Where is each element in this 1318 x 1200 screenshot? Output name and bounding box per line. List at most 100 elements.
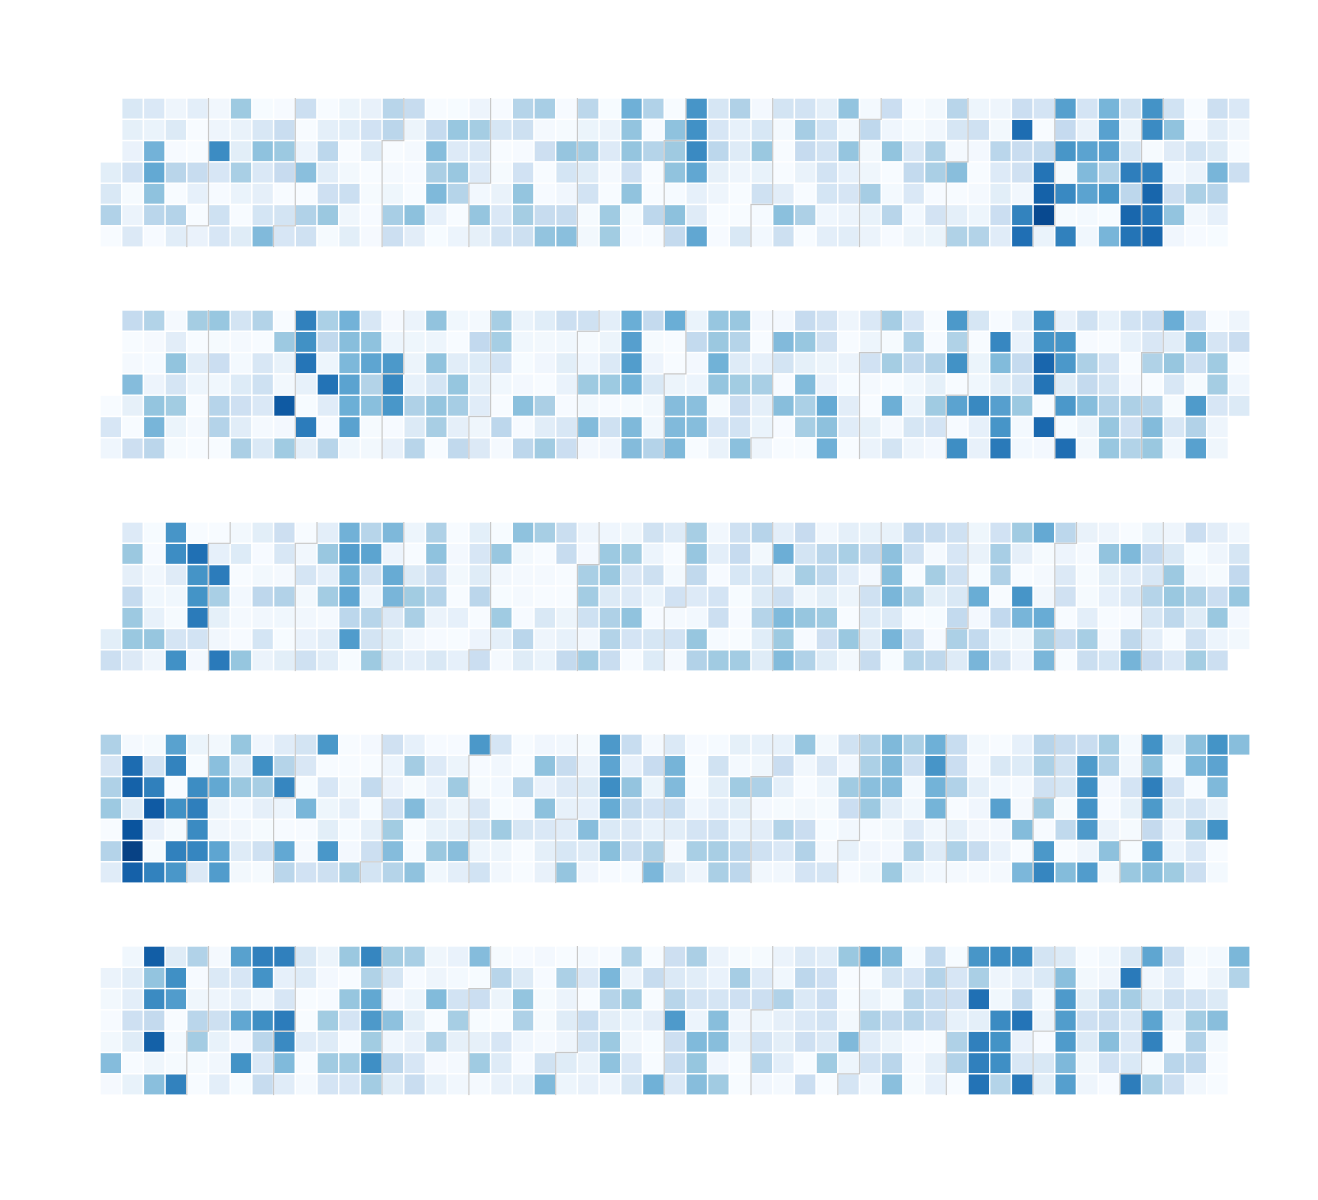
day-cell	[403, 775, 427, 799]
day-cell	[815, 945, 839, 968]
day-cell	[338, 585, 362, 608]
day-cell	[793, 139, 817, 163]
day-cell	[533, 373, 557, 396]
day-cell	[207, 225, 231, 248]
day-cell	[533, 542, 557, 566]
day-cell	[229, 97, 253, 120]
day-cell	[338, 966, 362, 990]
day-cell	[403, 139, 427, 163]
day-cell	[446, 182, 470, 206]
day-cell	[706, 775, 730, 799]
day-cell	[251, 437, 275, 460]
day-cell	[1140, 649, 1164, 672]
day-cell	[1205, 754, 1230, 778]
day-cell	[338, 415, 362, 439]
day-cell	[338, 394, 362, 418]
day-cell	[316, 415, 340, 439]
day-cell	[989, 542, 1013, 566]
day-cell	[424, 97, 448, 120]
day-cell	[1075, 330, 1099, 354]
day-cell	[1054, 161, 1078, 184]
day-cell	[294, 1030, 318, 1054]
day-cell	[403, 1009, 427, 1032]
month-boundary	[273, 946, 296, 1096]
day-cell	[945, 945, 969, 968]
day-cell	[1162, 1030, 1186, 1054]
day-cell	[338, 606, 362, 630]
day-cell	[468, 606, 492, 630]
day-cell	[902, 839, 926, 863]
day-cell	[424, 139, 448, 163]
day-cell	[120, 627, 145, 651]
day-cell	[338, 309, 362, 332]
day-cell	[381, 861, 405, 884]
day-cell	[641, 118, 665, 142]
day-cell	[446, 161, 470, 184]
day-cell	[663, 373, 687, 396]
day-cell	[1010, 521, 1034, 544]
day-cell	[598, 818, 622, 842]
day-cell	[1227, 563, 1251, 587]
day-cell	[945, 1051, 969, 1075]
day-cell	[728, 373, 752, 396]
day-cell	[186, 1051, 210, 1075]
day-cell	[923, 118, 947, 142]
day-cell	[1140, 351, 1164, 375]
day-cell	[685, 437, 709, 460]
day-cell	[1162, 606, 1186, 630]
day-cell	[381, 203, 405, 227]
day-cell	[294, 203, 318, 227]
day-cell	[489, 139, 514, 163]
day-cell	[120, 97, 145, 120]
day-cell	[967, 1030, 991, 1054]
day-cell	[1054, 627, 1078, 651]
day-cell	[706, 797, 730, 820]
day-cell	[1097, 797, 1121, 820]
day-cell	[837, 563, 861, 587]
day-cell	[837, 203, 861, 227]
day-cell	[576, 797, 600, 820]
day-cell	[251, 225, 275, 248]
day-cell	[446, 1073, 470, 1096]
day-cell	[1054, 1030, 1078, 1054]
day-cell	[772, 627, 796, 651]
day-cell	[902, 1051, 926, 1075]
day-cell	[338, 1009, 362, 1032]
day-cell	[620, 118, 644, 142]
day-cell	[468, 839, 492, 863]
day-cell	[1119, 775, 1143, 799]
day-cell	[598, 437, 622, 460]
day-cell	[598, 733, 622, 756]
day-cell	[706, 818, 730, 842]
day-cell	[1010, 839, 1034, 863]
day-cell	[142, 627, 166, 651]
day-cell	[338, 839, 362, 863]
day-cell	[793, 415, 817, 439]
day-cell	[1205, 1051, 1230, 1075]
day-cell	[837, 818, 861, 842]
day-cell	[424, 754, 448, 778]
day-cell	[880, 97, 904, 120]
day-cell	[359, 225, 383, 248]
day-cell	[381, 1030, 405, 1054]
day-cell	[489, 797, 514, 820]
day-cell	[598, 542, 622, 566]
day-cell	[1227, 309, 1251, 332]
day-cell	[728, 139, 752, 163]
day-cell	[533, 966, 557, 990]
day-cell	[555, 1009, 579, 1032]
day-cell	[706, 987, 730, 1011]
day-cell	[1140, 161, 1164, 184]
day-cell	[142, 1051, 166, 1075]
day-cell	[620, 797, 644, 820]
day-cell	[923, 649, 947, 672]
day-cell	[533, 225, 557, 248]
day-cell	[1227, 161, 1251, 184]
day-cell	[272, 627, 297, 651]
day-cell	[1162, 203, 1186, 227]
day-cell	[294, 861, 318, 884]
month-boundary	[945, 946, 969, 1096]
day-cell	[576, 563, 600, 587]
day-cell	[837, 733, 861, 756]
day-cell	[902, 542, 926, 566]
